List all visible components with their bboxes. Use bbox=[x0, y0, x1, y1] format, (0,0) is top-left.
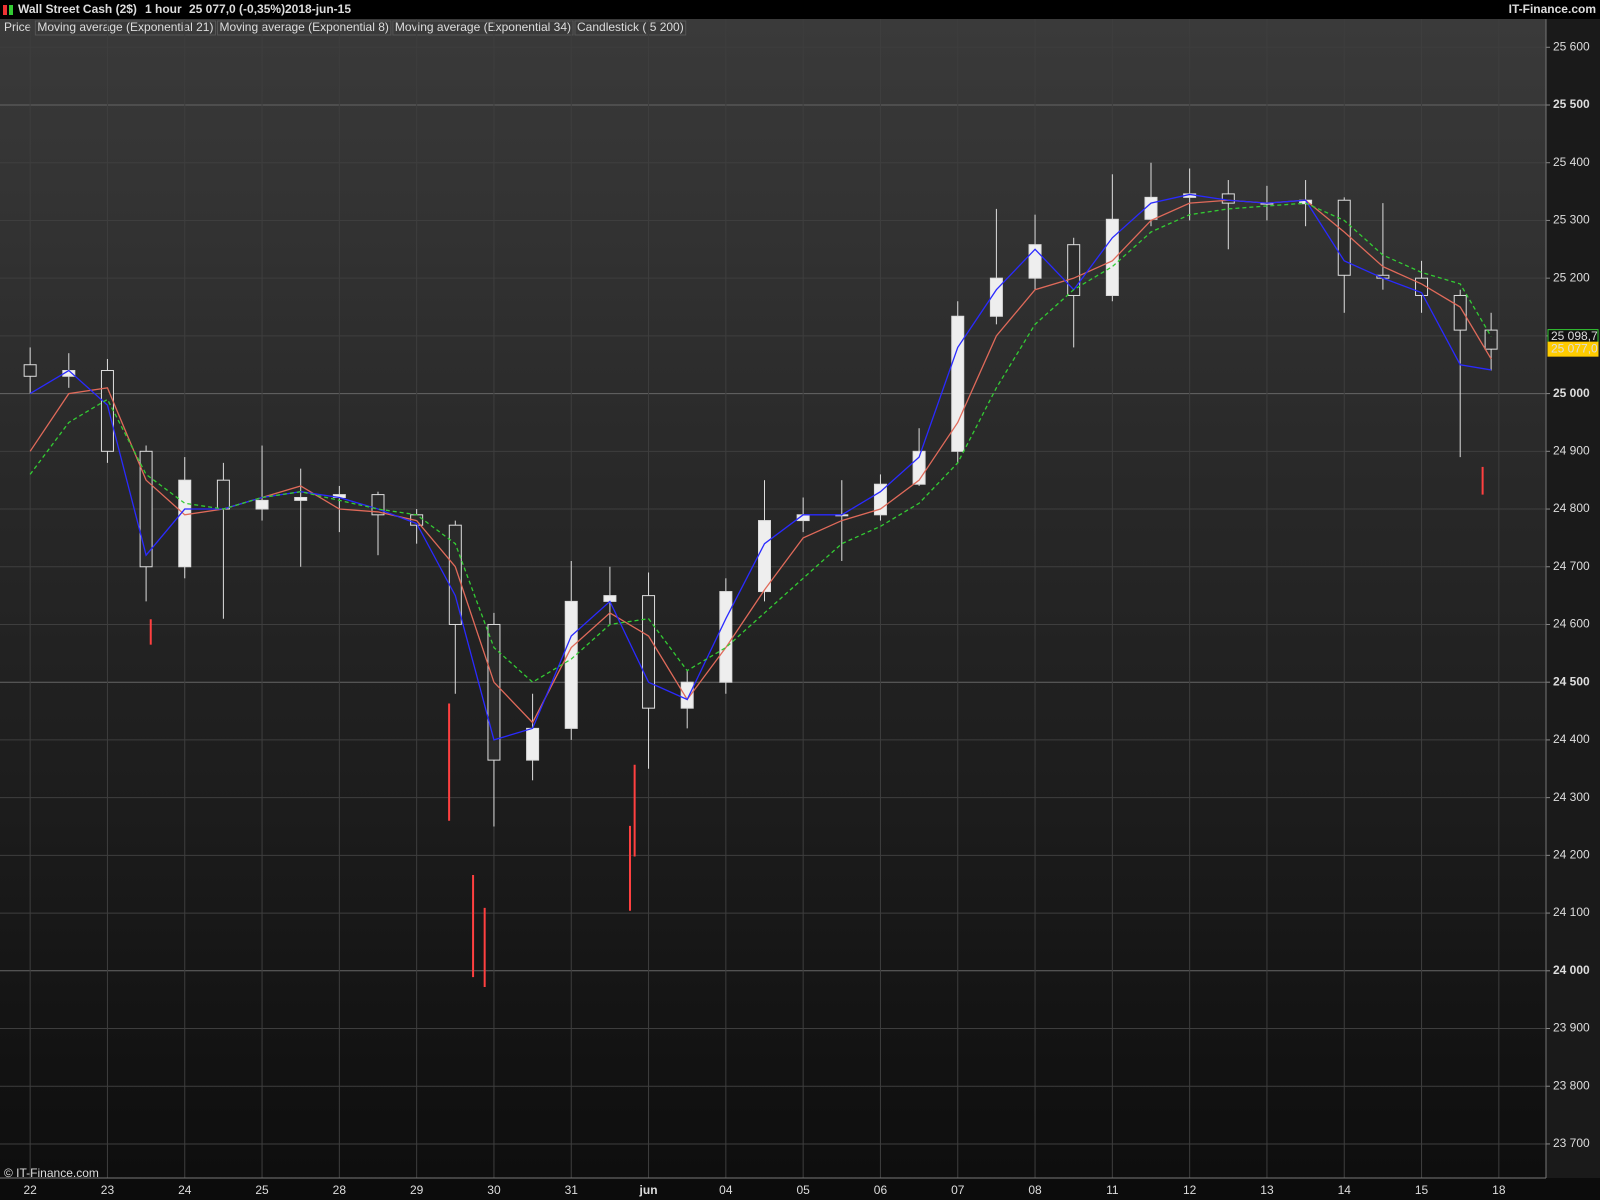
legend-item: Price bbox=[4, 20, 32, 34]
candle-body bbox=[1221, 193, 1235, 204]
x-tick-label: 06 bbox=[874, 1183, 888, 1197]
y-tick-label: 25 500 bbox=[1553, 97, 1590, 111]
legend-item: Moving average (Exponential 21) bbox=[37, 20, 213, 34]
candle-body bbox=[951, 315, 965, 452]
x-tick-label: 28 bbox=[333, 1183, 347, 1197]
legend-item: Moving average (Exponential 8) bbox=[219, 20, 388, 34]
x-tick-label: 18 bbox=[1492, 1183, 1506, 1197]
y-tick-label: 25 300 bbox=[1553, 213, 1590, 227]
last-label-box bbox=[1547, 341, 1599, 357]
y-tick-label: 25 000 bbox=[1553, 386, 1590, 400]
icon bbox=[3, 5, 7, 15]
candle-body bbox=[216, 479, 230, 510]
candle-body bbox=[989, 277, 1003, 317]
candle-body bbox=[178, 479, 192, 568]
y-axis-area bbox=[1546, 19, 1600, 1178]
x-tick-label: jun bbox=[639, 1183, 658, 1197]
x-tick-label: 14 bbox=[1338, 1183, 1352, 1197]
candle-body bbox=[757, 520, 771, 593]
legend: Price Moving average (Exponential 21) Movi… bbox=[4, 20, 687, 36]
y-tick-label: 23 700 bbox=[1553, 1136, 1590, 1150]
last-label: 25 077,0 bbox=[1551, 341, 1598, 355]
y-tick-label: 24 500 bbox=[1553, 674, 1590, 688]
x-tick-label: 30 bbox=[487, 1183, 501, 1197]
icon bbox=[9, 5, 13, 15]
candle-body bbox=[255, 499, 269, 510]
y-tick-label: 24 900 bbox=[1553, 443, 1590, 457]
ma-line bbox=[29, 193, 1492, 741]
legend-item: Candlestick ( 5 200) bbox=[577, 20, 684, 34]
header-period: 1 hour bbox=[145, 2, 182, 16]
y-tick-label: 24 800 bbox=[1553, 501, 1590, 515]
candle-body bbox=[1337, 199, 1351, 276]
x-tick-label: 31 bbox=[565, 1183, 579, 1197]
x-tick-label: 24 bbox=[178, 1183, 192, 1197]
y-tick-label: 24 400 bbox=[1553, 732, 1590, 746]
x-tick-label: 15 bbox=[1415, 1183, 1429, 1197]
x-tick-label: 25 bbox=[255, 1183, 269, 1197]
y-tick-label: 24 300 bbox=[1553, 790, 1590, 804]
candle-body bbox=[564, 600, 578, 729]
x-tick-label: 12 bbox=[1183, 1183, 1197, 1197]
legend-item: Moving average (Exponential 34) bbox=[395, 20, 571, 34]
y-tick-label: 23 900 bbox=[1553, 1021, 1590, 1035]
candle-body bbox=[139, 450, 153, 568]
y-tick-label: 24 100 bbox=[1553, 905, 1590, 919]
x-tick-label: 29 bbox=[410, 1183, 424, 1197]
candle-body bbox=[526, 727, 540, 761]
candle-body bbox=[680, 681, 694, 709]
plot-area bbox=[0, 19, 1546, 1178]
candle-body bbox=[1453, 294, 1467, 331]
ma-line bbox=[29, 202, 1492, 683]
candle-body bbox=[100, 370, 114, 452]
x-tick-label: 22 bbox=[23, 1183, 37, 1197]
x-tick-label: 11 bbox=[1106, 1183, 1119, 1197]
y-tick-label: 24 200 bbox=[1553, 848, 1590, 862]
header-brand: IT-Finance.com bbox=[1509, 2, 1596, 16]
header-bar bbox=[0, 0, 1600, 19]
candle-body bbox=[23, 364, 37, 377]
header-date: 2018-jun-15 bbox=[285, 2, 351, 16]
x-tick-label: 04 bbox=[719, 1183, 733, 1197]
y-tick-label: 24 700 bbox=[1553, 559, 1590, 573]
y-tick-label: 25 400 bbox=[1553, 155, 1590, 169]
last-label: 25 098,7 bbox=[1551, 329, 1598, 343]
candle-body bbox=[1105, 218, 1119, 296]
legend-box bbox=[216, 20, 392, 36]
candle-body bbox=[1067, 244, 1081, 296]
x-tick-label: 13 bbox=[1260, 1183, 1274, 1197]
candle-body bbox=[1484, 329, 1498, 350]
x-tick-label: 07 bbox=[951, 1183, 965, 1197]
y-tick-label: 25 200 bbox=[1553, 270, 1590, 284]
candle-body bbox=[719, 591, 733, 683]
x-tick-label: 23 bbox=[101, 1183, 115, 1197]
candle-body bbox=[642, 595, 656, 709]
candle-body bbox=[294, 496, 308, 501]
legend-box bbox=[574, 20, 687, 36]
candle-body bbox=[1144, 196, 1158, 220]
header-title: Wall Street Cash (2$) bbox=[18, 2, 137, 16]
y-tick-label: 23 800 bbox=[1553, 1078, 1590, 1092]
legend-box bbox=[34, 20, 216, 36]
header-quote: 25 077,0 (-0,35%) bbox=[189, 2, 285, 16]
footer: © IT-Finance.com bbox=[4, 1166, 99, 1180]
legend-box bbox=[392, 20, 574, 36]
x-tick-label: 08 bbox=[1028, 1183, 1042, 1197]
y-tick-label: 24 600 bbox=[1553, 617, 1590, 631]
x-tick-label: 05 bbox=[796, 1183, 810, 1197]
y-tick-label: 24 000 bbox=[1553, 963, 1590, 977]
y-tick-label: 25 600 bbox=[1553, 39, 1590, 53]
